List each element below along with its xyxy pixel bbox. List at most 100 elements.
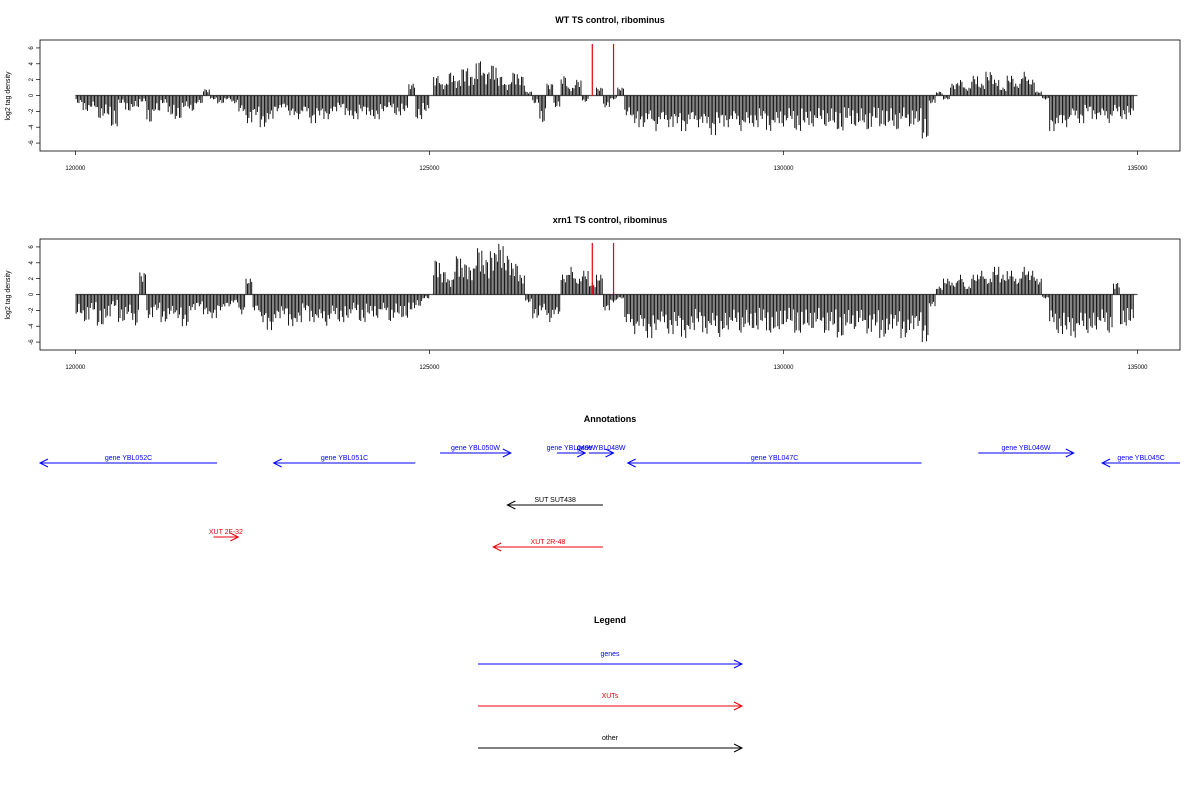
density-bar (118, 95, 125, 103)
feature-label: SUT SUT438 (534, 497, 576, 504)
density-bar (829, 95, 837, 123)
legend-label: other (602, 735, 619, 742)
y-axis: -6 -4 -2 0 2 4 6 (29, 46, 40, 146)
density-bar (210, 95, 217, 100)
density-bar (252, 95, 260, 116)
density-bar (723, 294, 731, 330)
density-bar (330, 294, 338, 315)
density-bar (281, 294, 288, 315)
feature-label: gene YBL052C (105, 455, 152, 462)
density-bar (96, 294, 104, 326)
feature-label: gene YBL049W (547, 445, 596, 452)
density-bar (316, 294, 323, 319)
density-bar (337, 95, 345, 108)
density-bar (695, 294, 702, 322)
density-bar (822, 294, 830, 333)
density-bar (673, 95, 681, 124)
x-axis: 120000 125000 130000 135000 (65, 151, 1148, 172)
density-bar (1006, 75, 1014, 96)
density-bar (1091, 95, 1099, 120)
density-bar (323, 95, 331, 120)
density-bar (111, 294, 118, 306)
density-bar (351, 95, 359, 120)
density-bar (780, 294, 787, 325)
density-bar (447, 72, 454, 96)
density-bar (408, 294, 416, 310)
y-tick-label: -6 (29, 339, 35, 345)
bar-layer (75, 43, 1138, 139)
density-bar (560, 274, 568, 295)
density-bar (688, 95, 695, 120)
density-bar (688, 294, 695, 331)
density-bar (843, 294, 851, 326)
density-bar (103, 294, 111, 318)
density-bar (921, 294, 929, 343)
density-bar (422, 95, 430, 111)
density-bar (553, 95, 561, 108)
annotations-track: Annotations gene YBL052C gene YBL051Cgene… (38, 414, 1180, 552)
density-bar (815, 294, 823, 322)
legend-item: other (478, 735, 744, 753)
density-bar (900, 95, 908, 119)
density-bar (872, 95, 879, 118)
y-tick-label: -6 (29, 140, 35, 146)
y-tick-label: 6 (29, 245, 35, 249)
density-bar (373, 95, 380, 120)
density-bar (992, 79, 1000, 96)
density-bar (617, 87, 624, 96)
density-bar (75, 95, 83, 104)
feature-arrow: gene YBL049W (547, 445, 596, 458)
density-bar (160, 95, 168, 104)
density-bar (893, 294, 901, 326)
density-bar (188, 95, 196, 111)
density-bar (160, 294, 168, 323)
density-bar (525, 294, 532, 303)
density-bar (787, 294, 794, 321)
feature-arrow: gene YBL050W (440, 445, 512, 458)
density-bar (196, 294, 203, 307)
density-bar (673, 294, 681, 326)
legend-label: XUTs (602, 693, 619, 700)
density-bar (358, 95, 366, 112)
density-bar (985, 71, 993, 96)
density-bar (295, 95, 302, 120)
density-bar (652, 95, 660, 132)
density-bar (985, 278, 993, 295)
density-bar (511, 72, 518, 96)
density-bar (454, 256, 462, 295)
feature-label: gene YBL046W (1002, 445, 1051, 452)
density-bar (387, 95, 394, 108)
density-bar (879, 294, 886, 338)
density-bar (836, 95, 844, 131)
density-bar (82, 95, 90, 111)
density-bar (935, 91, 943, 96)
density-bar (1112, 282, 1120, 295)
density-bar (716, 95, 724, 124)
density-bar (709, 95, 716, 136)
feature-label: gene YBL047C (751, 455, 798, 462)
density-bar (344, 294, 352, 318)
density-bar (652, 294, 660, 331)
density-bar (358, 294, 366, 322)
density-bar (1056, 95, 1063, 124)
density-bar (1013, 83, 1021, 96)
density-bar (773, 95, 780, 124)
density-bar (132, 294, 139, 326)
panel-title: WT TS control, ribominus (555, 15, 665, 25)
density-bar (907, 294, 915, 331)
density-bar (1120, 95, 1127, 120)
density-bar (288, 294, 295, 327)
density-bar (167, 95, 175, 115)
density-bar (928, 95, 936, 104)
y-tick-label: -4 (29, 323, 35, 329)
density-bar (309, 294, 316, 323)
density-bar (401, 294, 408, 318)
density-bar (596, 274, 603, 295)
density-bar (574, 278, 582, 295)
density-bar (546, 294, 554, 322)
density-bar (174, 294, 182, 319)
density-bar (266, 95, 274, 120)
density-bar (1070, 95, 1078, 116)
density-bar (787, 95, 794, 119)
density-bar (581, 270, 589, 295)
